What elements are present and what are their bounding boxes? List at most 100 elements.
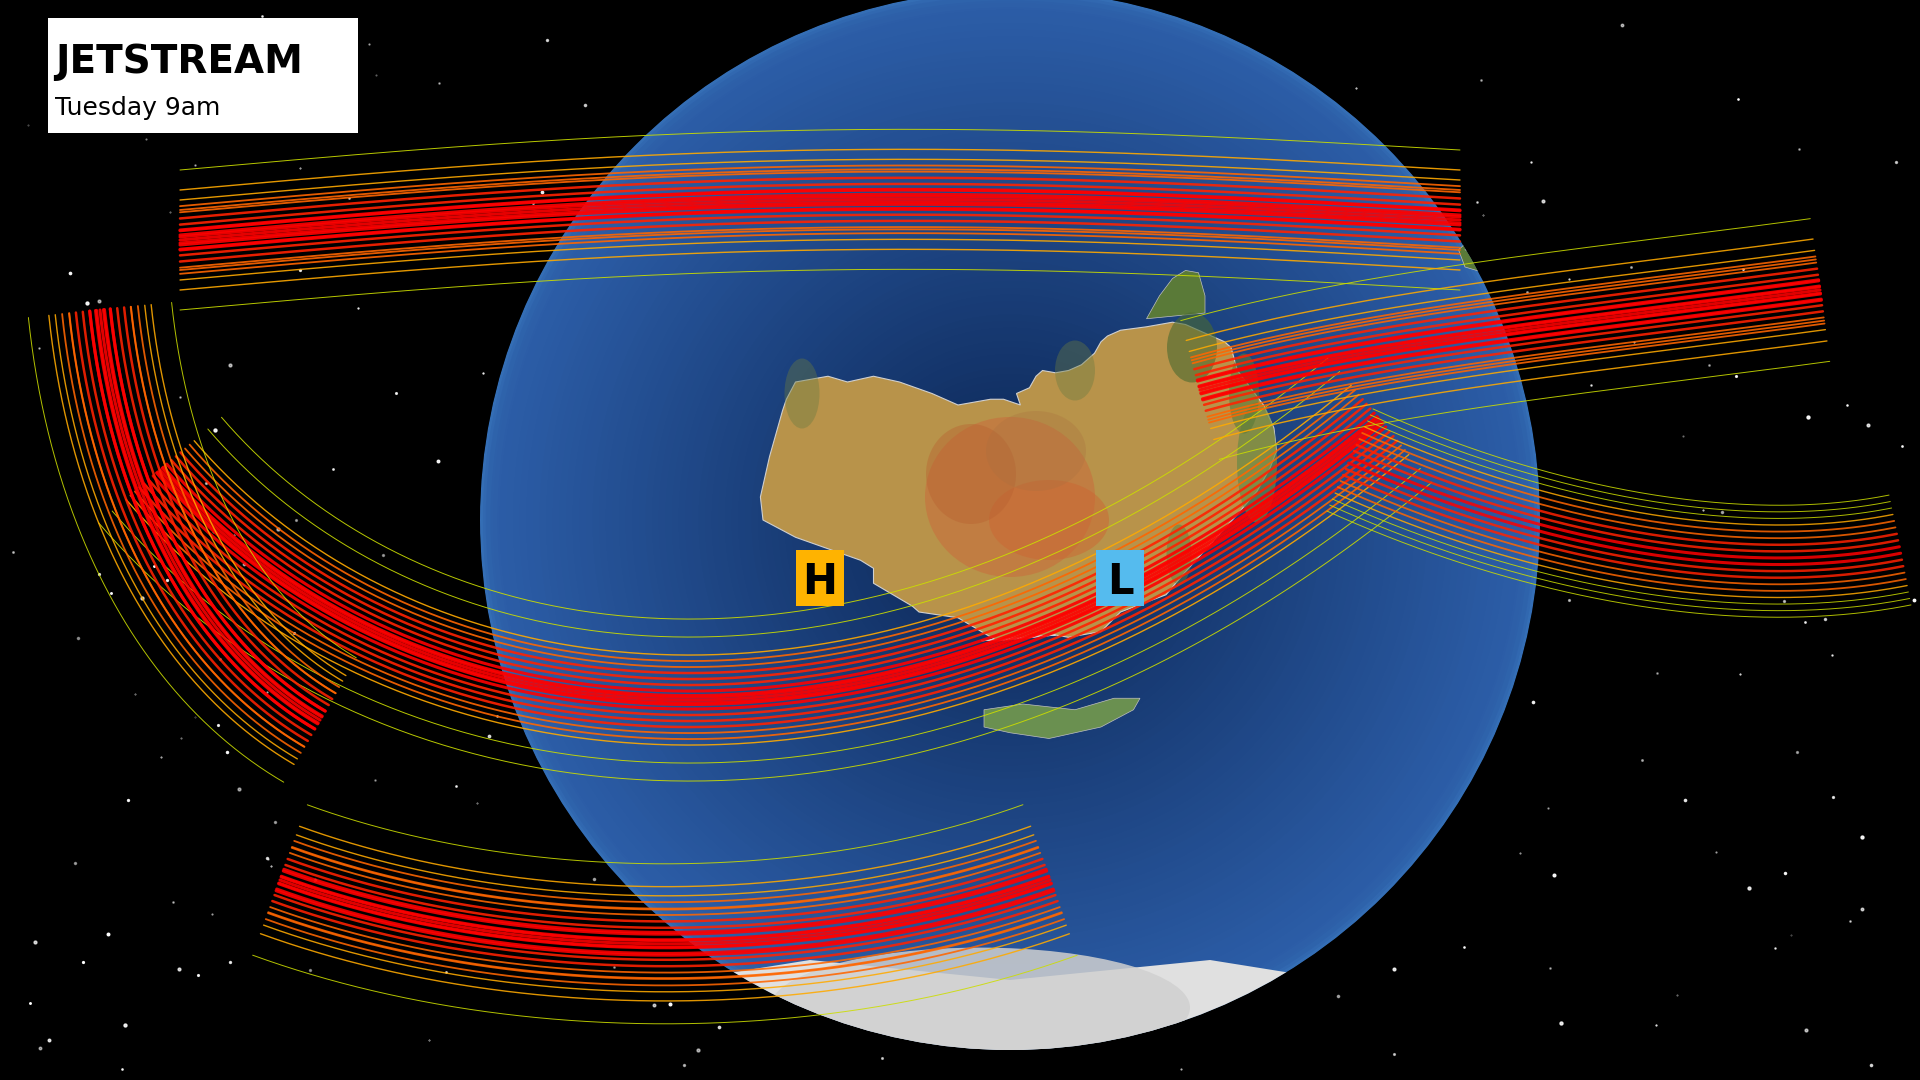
Ellipse shape xyxy=(989,480,1110,561)
Circle shape xyxy=(785,295,1235,745)
Circle shape xyxy=(818,328,1202,712)
Circle shape xyxy=(983,494,1037,546)
Circle shape xyxy=(764,275,1256,765)
Circle shape xyxy=(910,420,1110,619)
Circle shape xyxy=(507,16,1513,1024)
Circle shape xyxy=(804,314,1215,726)
Text: L: L xyxy=(1106,561,1133,603)
Ellipse shape xyxy=(987,411,1087,491)
FancyBboxPatch shape xyxy=(797,550,845,606)
Circle shape xyxy=(718,229,1302,811)
Circle shape xyxy=(493,3,1526,1037)
Circle shape xyxy=(540,50,1480,990)
Polygon shape xyxy=(983,699,1140,739)
Circle shape xyxy=(883,394,1137,646)
Circle shape xyxy=(534,43,1486,997)
Circle shape xyxy=(653,162,1367,878)
Circle shape xyxy=(612,122,1407,918)
Circle shape xyxy=(553,63,1467,977)
Circle shape xyxy=(520,30,1500,1010)
Circle shape xyxy=(891,401,1129,639)
Circle shape xyxy=(739,248,1283,792)
Circle shape xyxy=(645,156,1375,885)
Circle shape xyxy=(864,375,1156,665)
Circle shape xyxy=(824,335,1196,705)
Circle shape xyxy=(924,434,1096,606)
Polygon shape xyxy=(561,960,1459,1080)
Text: Tuesday 9am: Tuesday 9am xyxy=(56,96,221,120)
Ellipse shape xyxy=(770,947,1190,1068)
Circle shape xyxy=(791,301,1229,739)
Circle shape xyxy=(547,56,1475,984)
Circle shape xyxy=(991,500,1029,540)
Polygon shape xyxy=(1459,239,1498,273)
Circle shape xyxy=(513,23,1507,1017)
Circle shape xyxy=(872,381,1150,659)
Circle shape xyxy=(732,242,1288,798)
Circle shape xyxy=(956,467,1064,573)
Ellipse shape xyxy=(1236,403,1277,523)
Polygon shape xyxy=(1544,296,1576,353)
Ellipse shape xyxy=(1167,525,1192,584)
Circle shape xyxy=(586,96,1434,944)
Circle shape xyxy=(904,414,1116,626)
Ellipse shape xyxy=(1167,312,1217,382)
Circle shape xyxy=(799,308,1221,732)
Circle shape xyxy=(931,441,1089,599)
Circle shape xyxy=(845,354,1175,686)
Circle shape xyxy=(837,348,1183,692)
Circle shape xyxy=(526,37,1494,1003)
Circle shape xyxy=(950,460,1069,580)
Circle shape xyxy=(977,487,1043,553)
Circle shape xyxy=(559,69,1461,971)
Circle shape xyxy=(745,255,1275,785)
Circle shape xyxy=(659,168,1361,872)
Circle shape xyxy=(680,189,1342,851)
Circle shape xyxy=(685,195,1334,845)
Circle shape xyxy=(851,361,1169,679)
Circle shape xyxy=(566,76,1453,963)
Circle shape xyxy=(593,103,1427,937)
Circle shape xyxy=(897,407,1123,633)
Polygon shape xyxy=(760,322,1277,640)
Circle shape xyxy=(945,454,1077,586)
Circle shape xyxy=(937,447,1083,593)
Circle shape xyxy=(831,341,1188,699)
Circle shape xyxy=(499,10,1521,1030)
Circle shape xyxy=(751,261,1269,779)
Circle shape xyxy=(970,481,1050,559)
Circle shape xyxy=(607,116,1415,924)
Circle shape xyxy=(858,367,1162,673)
Circle shape xyxy=(877,388,1142,652)
Polygon shape xyxy=(1146,270,1206,319)
Circle shape xyxy=(618,130,1402,910)
Text: H: H xyxy=(803,561,837,603)
Circle shape xyxy=(572,83,1448,957)
Circle shape xyxy=(772,282,1248,758)
Circle shape xyxy=(666,175,1354,864)
Circle shape xyxy=(626,136,1394,904)
Circle shape xyxy=(691,202,1329,838)
Ellipse shape xyxy=(1054,340,1094,401)
Circle shape xyxy=(812,321,1210,719)
Circle shape xyxy=(758,268,1261,772)
Ellipse shape xyxy=(925,417,1094,577)
Ellipse shape xyxy=(785,359,820,429)
Circle shape xyxy=(778,288,1242,752)
Circle shape xyxy=(705,215,1315,825)
Circle shape xyxy=(632,143,1388,897)
Circle shape xyxy=(918,428,1102,612)
Circle shape xyxy=(480,0,1540,1050)
Circle shape xyxy=(672,183,1348,858)
Circle shape xyxy=(996,507,1023,534)
Ellipse shape xyxy=(1229,353,1260,433)
Circle shape xyxy=(580,90,1440,950)
Circle shape xyxy=(726,235,1294,805)
Ellipse shape xyxy=(925,424,1016,524)
Circle shape xyxy=(599,109,1421,931)
Circle shape xyxy=(699,208,1321,832)
Circle shape xyxy=(639,149,1380,891)
Circle shape xyxy=(486,0,1534,1043)
Text: JETSTREAM: JETSTREAM xyxy=(56,43,303,81)
FancyBboxPatch shape xyxy=(48,18,357,133)
